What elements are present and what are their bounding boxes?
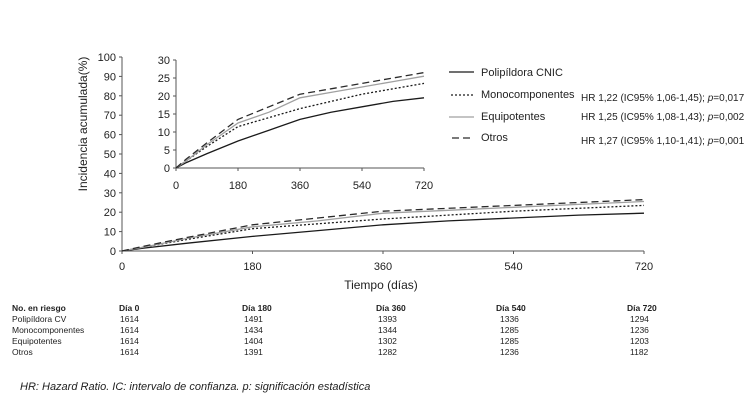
risk-cell: 1294: [630, 314, 649, 324]
y-tick-label: 15: [158, 109, 170, 121]
hr-annotation: HR 1,22 (IC95% 1,06-1,45); p=0,017: [581, 93, 745, 104]
series-line-monocomponentes: [175, 82, 425, 169]
hr-annotation: HR 1,25 (IC95% 1,08-1,43); p=0,002: [581, 112, 745, 123]
risk-cell: 1614: [120, 314, 139, 324]
y-tick-label: 0: [164, 163, 170, 175]
y-tick-label: 10: [104, 227, 116, 239]
risk-row: Polipíldora CV 1614 1491 1393 1336 1294: [0, 314, 750, 325]
x-tick-label: 0: [119, 261, 125, 273]
x-tick-label: 540: [504, 261, 522, 273]
risk-row-label: Otros: [12, 347, 33, 357]
risk-cell: 1344: [378, 325, 397, 335]
x-axis-label: Tiempo (días): [344, 278, 418, 292]
series-line-equipotentes: [121, 200, 645, 252]
y-axis-label: Incidencia acumulada(%): [76, 57, 90, 192]
risk-cell: 1285: [500, 336, 519, 346]
y-tick-label: 25: [158, 73, 170, 85]
risk-cell: 1614: [120, 325, 139, 335]
risk-row: Monocomponentes 1614 1434 1344 1285 1236: [0, 325, 750, 336]
y-tick-label: 0: [110, 246, 116, 258]
risk-header-day720: Día 720: [627, 303, 657, 313]
risk-row: Otros 1614 1391 1282 1236 1182: [0, 347, 750, 358]
x-tick-label: 0: [173, 180, 179, 192]
risk-cell: 1391: [244, 347, 263, 357]
legend-label: Monocomponentes: [481, 89, 575, 101]
series-line-polip-ldora-cnic: [121, 212, 645, 252]
footnote: HR: Hazard Ratio. IC: intervalo de confi…: [20, 381, 371, 393]
y-tick-label: 90: [104, 71, 116, 83]
series-line-otros: [121, 198, 645, 252]
inset-plot: 0 5 10 15 20 25 30 0 180 360 540 720: [138, 42, 438, 192]
risk-cell: 1336: [500, 314, 519, 324]
risk-cell: 1491: [244, 314, 263, 324]
y-tick-label: 20: [158, 91, 170, 103]
risk-row: Equipotentes 1614 1404 1302 1285 1203: [0, 336, 750, 347]
x-tick-label: 180: [229, 180, 247, 192]
legend-label: Equipotentes: [481, 111, 546, 123]
risk-cell: 1614: [120, 347, 139, 357]
hr-annotation: HR 1,27 (IC95% 1,10-1,41); p=0,001: [581, 136, 745, 147]
series-line-polip-ldora-cnic: [175, 97, 425, 169]
y-tick-label: 30: [104, 188, 116, 200]
risk-row-label: Equipotentes: [12, 336, 62, 346]
risk-cell: 1203: [630, 336, 649, 346]
legend-label: Polipíldora CNIC: [481, 67, 563, 79]
risk-header-day0: Día 0: [119, 303, 140, 313]
y-tick-label: 80: [104, 91, 116, 103]
series-line-otros: [175, 71, 425, 169]
y-tick-label: 20: [104, 207, 116, 219]
inset-background: [138, 42, 438, 192]
risk-cell: 1236: [500, 347, 519, 357]
x-tick-label: 720: [635, 261, 653, 273]
legend-label: Otros: [481, 132, 508, 144]
risk-cell: 1614: [120, 336, 139, 346]
risk-cell: 1434: [244, 325, 263, 335]
y-tick-label: 70: [104, 110, 116, 122]
y-tick-label: 5: [164, 145, 170, 157]
series-line-equipotentes: [175, 75, 425, 169]
x-tick-label: 720: [415, 180, 433, 192]
risk-header-day540: Día 540: [496, 303, 526, 313]
risk-cell: 1302: [378, 336, 397, 346]
x-tick-label: 360: [291, 180, 309, 192]
x-tick-label: 360: [374, 261, 392, 273]
risk-header-day360: Día 360: [376, 303, 406, 313]
risk-cell: 1393: [378, 314, 397, 324]
risk-row-label: Monocomponentes: [12, 325, 85, 335]
risk-cell: 1182: [630, 347, 649, 357]
risk-cell: 1236: [630, 325, 649, 335]
y-tick-label: 50: [104, 149, 116, 161]
hazard-ratio-annotations: HR 1,22 (IC95% 1,06-1,45); p=0,017 HR 1,2…: [581, 93, 745, 147]
y-tick-label: 40: [104, 168, 116, 180]
risk-cell: 1404: [244, 336, 263, 346]
x-tick-label: 540: [353, 180, 371, 192]
risk-table-header: No. en riesgo Día 0 Día 180 Día 360 Día …: [0, 303, 750, 314]
series-line-monocomponentes: [121, 204, 645, 252]
risk-cell: 1285: [500, 325, 519, 335]
y-tick-label: 30: [158, 55, 170, 67]
risk-header-label: No. en riesgo: [12, 303, 66, 313]
y-tick-label: 100: [98, 52, 116, 64]
y-tick-label: 10: [158, 127, 170, 139]
risk-cell: 1282: [378, 347, 397, 357]
x-tick-label: 180: [243, 261, 261, 273]
y-tick-label: 60: [104, 130, 116, 142]
risk-header-day180: Día 180: [242, 303, 272, 313]
risk-row-label: Polipíldora CV: [12, 314, 67, 324]
legend: Polipíldora CNIC Monocomponentes Equipoten…: [449, 67, 575, 144]
